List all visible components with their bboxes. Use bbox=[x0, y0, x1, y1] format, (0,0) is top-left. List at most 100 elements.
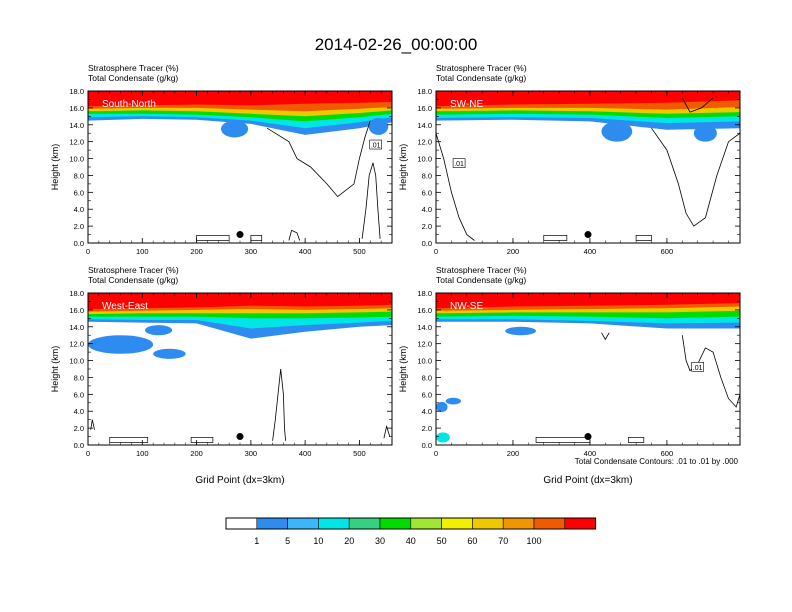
colorbar-swatch bbox=[441, 517, 473, 530]
location-dot bbox=[584, 433, 592, 441]
panel-label: South-North bbox=[102, 99, 156, 110]
colorbar-swatch bbox=[410, 517, 442, 530]
plot-area: .01 bbox=[88, 91, 392, 243]
tracer-patch bbox=[445, 397, 462, 405]
tracer-patch bbox=[693, 124, 717, 142]
y-tick-label: 12.0 bbox=[69, 138, 84, 147]
y-tick-label: 2.0 bbox=[74, 222, 84, 231]
x-tick-label: 500 bbox=[353, 449, 366, 458]
y-tick-label: 2.0 bbox=[422, 222, 432, 231]
panel-header-tracer: Stratosphere Tracer (%) bbox=[88, 63, 179, 73]
colorbar-label: 10 bbox=[313, 536, 323, 546]
surface-contour bbox=[109, 437, 149, 443]
y-tick-label: 14.0 bbox=[69, 121, 84, 130]
panel-label: SW-NE bbox=[450, 99, 483, 110]
y-tick-label: 4.0 bbox=[422, 205, 432, 214]
y-tick-label: 10.0 bbox=[417, 155, 432, 164]
x-tick-label: 300 bbox=[245, 449, 258, 458]
y-axis-label: Height (km) bbox=[50, 346, 60, 393]
y-tick-label: 12.0 bbox=[417, 138, 432, 147]
colorbar-swatch bbox=[287, 517, 319, 530]
y-tick-label: 18.0 bbox=[69, 289, 84, 298]
contour-label: .01 bbox=[693, 365, 703, 372]
condensate-contour bbox=[272, 368, 286, 441]
x-tick-label: 400 bbox=[584, 247, 597, 256]
x-tick-label: 400 bbox=[299, 247, 312, 256]
condensate-contour bbox=[288, 229, 301, 241]
panel-label: West-East bbox=[102, 301, 148, 312]
colorbar-label: 60 bbox=[467, 536, 477, 546]
condensate-contour bbox=[681, 97, 714, 113]
location-dot bbox=[584, 231, 592, 239]
tracer-patch bbox=[221, 120, 249, 138]
y-tick-label: 16.0 bbox=[69, 104, 84, 113]
figure-title: 2014-02-26_00:00:00 bbox=[315, 35, 478, 54]
x-tick-label: 100 bbox=[136, 449, 149, 458]
contour-label-box bbox=[452, 158, 466, 168]
y-tick-label: 18.0 bbox=[417, 87, 432, 96]
panel-label: NW-SE bbox=[450, 301, 483, 312]
tracer-band-top bbox=[436, 91, 740, 102]
contour-label: .01 bbox=[454, 161, 464, 168]
y-tick-label: 6.0 bbox=[422, 188, 432, 197]
colorbar-label: 70 bbox=[498, 536, 508, 546]
x-tick-label: 300 bbox=[245, 247, 258, 256]
y-tick-label: 4.0 bbox=[422, 407, 432, 416]
x-tick-label: 0 bbox=[86, 449, 90, 458]
y-tick-label: 10.0 bbox=[69, 155, 84, 164]
surface-contour bbox=[190, 437, 214, 443]
contour-label-box bbox=[691, 362, 704, 372]
panel-header-tracer: Stratosphere Tracer (%) bbox=[436, 63, 527, 73]
x-axis-label: Grid Point (dx=3km) bbox=[543, 475, 632, 486]
condensate-contour bbox=[651, 127, 740, 227]
y-tick-label: 18.0 bbox=[69, 87, 84, 96]
colorbar-label: 30 bbox=[375, 536, 385, 546]
panel-header-condensate: Total Condensate (g/kg) bbox=[436, 73, 526, 83]
x-tick-label: 0 bbox=[434, 449, 438, 458]
panel-header-tracer: Stratosphere Tracer (%) bbox=[88, 265, 179, 275]
y-axis-label: Height (km) bbox=[398, 144, 408, 191]
y-tick-label: 16.0 bbox=[417, 306, 432, 315]
panel-header-condensate: Total Condensate (g/kg) bbox=[436, 275, 526, 285]
y-tick-label: 8.0 bbox=[74, 171, 84, 180]
colorbar-swatch bbox=[225, 517, 258, 530]
tracer-band-top bbox=[436, 293, 740, 304]
surface-contour bbox=[250, 235, 263, 241]
colorbar: 1 5 10 20 30 40 50 60 70 100 bbox=[225, 517, 597, 546]
plot-area: .01 bbox=[436, 293, 740, 445]
colorbar-swatch bbox=[379, 517, 412, 530]
tracer-patch bbox=[601, 121, 633, 142]
contour-label: .01 bbox=[371, 143, 381, 150]
condensate-contour bbox=[436, 133, 475, 241]
x-axis-label: Grid Point (dx=3km) bbox=[195, 475, 284, 486]
tracer-band-top bbox=[88, 91, 392, 102]
condensate-contour bbox=[383, 424, 391, 439]
panel-header-condensate: Total Condensate (g/kg) bbox=[88, 275, 178, 285]
panel-south-north: .01 South-North Stratosphere Tracer (%)Tot… bbox=[50, 63, 393, 256]
y-tick-label: 14.0 bbox=[69, 323, 84, 332]
y-tick-label: 14.0 bbox=[417, 121, 432, 130]
y-tick-label: 10.0 bbox=[69, 357, 84, 366]
colorbar-swatch bbox=[318, 517, 350, 530]
y-tick-label: 8.0 bbox=[422, 171, 432, 180]
y-tick-label: 12.0 bbox=[69, 340, 84, 349]
condensate-contour bbox=[681, 335, 740, 408]
x-tick-label: 400 bbox=[584, 449, 597, 458]
x-tick-label: 200 bbox=[507, 247, 520, 256]
condensate-contour bbox=[601, 332, 610, 341]
tracer-patch bbox=[88, 335, 154, 354]
surface-contour bbox=[535, 437, 591, 443]
colorbar-swatch bbox=[256, 517, 288, 530]
x-tick-label: 500 bbox=[353, 247, 366, 256]
condensate-contour bbox=[90, 419, 95, 430]
colorbar-label: 50 bbox=[437, 536, 447, 546]
colorbar-frame bbox=[225, 517, 597, 530]
y-tick-label: 8.0 bbox=[74, 373, 84, 382]
y-tick-label: 8.0 bbox=[422, 373, 432, 382]
y-tick-label: 0.0 bbox=[422, 441, 432, 450]
x-tick-label: 600 bbox=[661, 449, 674, 458]
x-tick-label: 200 bbox=[190, 449, 203, 458]
y-tick-label: 6.0 bbox=[74, 188, 84, 197]
y-tick-label: 2.0 bbox=[74, 424, 84, 433]
colorbar-label: 40 bbox=[406, 536, 416, 546]
